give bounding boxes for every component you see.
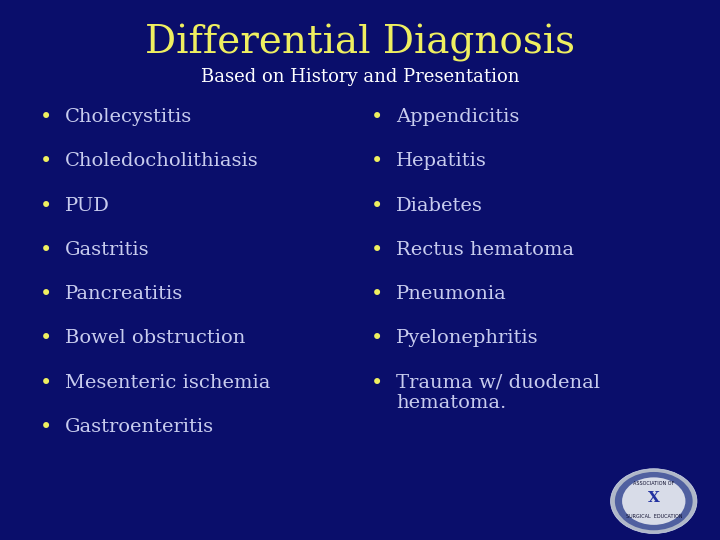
Text: •: • [40,418,52,437]
Text: Mesenteric ischemia: Mesenteric ischemia [65,374,270,391]
Text: Differential Diagnosis: Differential Diagnosis [145,24,575,62]
Text: •: • [371,197,383,215]
Text: Rectus hematoma: Rectus hematoma [396,241,574,259]
Text: Bowel obstruction: Bowel obstruction [65,329,246,347]
Circle shape [622,477,685,525]
Text: Gastroenteritis: Gastroenteritis [65,418,214,436]
Text: PUD: PUD [65,197,109,214]
Text: X: X [648,491,660,505]
Text: •: • [40,152,52,171]
Text: •: • [371,329,383,348]
Text: Gastritis: Gastritis [65,241,150,259]
Text: •: • [40,329,52,348]
Text: •: • [40,241,52,260]
Text: •: • [40,374,52,393]
Text: Choledocholithiasis: Choledocholithiasis [65,152,258,170]
Text: •: • [371,374,383,393]
Text: Diabetes: Diabetes [396,197,483,214]
Text: •: • [371,152,383,171]
Text: Based on History and Presentation: Based on History and Presentation [201,68,519,85]
Text: Pancreatitis: Pancreatitis [65,285,183,303]
Text: Appendicitis: Appendicitis [396,108,519,126]
Text: •: • [371,108,383,127]
Text: Hepatitis: Hepatitis [396,152,487,170]
Text: •: • [40,108,52,127]
Text: Pneumonia: Pneumonia [396,285,507,303]
Circle shape [611,469,697,534]
Text: SURGICAL  EDUCATION: SURGICAL EDUCATION [626,514,682,519]
Text: •: • [40,197,52,215]
Text: Pyelonephritis: Pyelonephritis [396,329,539,347]
Text: •: • [371,285,383,304]
Text: •: • [40,285,52,304]
Text: Cholecystitis: Cholecystitis [65,108,192,126]
Text: ASSOCIATION OF: ASSOCIATION OF [633,481,675,487]
Circle shape [615,472,693,530]
Text: •: • [371,241,383,260]
Text: Trauma w/ duodenal
hematoma.: Trauma w/ duodenal hematoma. [396,374,600,413]
